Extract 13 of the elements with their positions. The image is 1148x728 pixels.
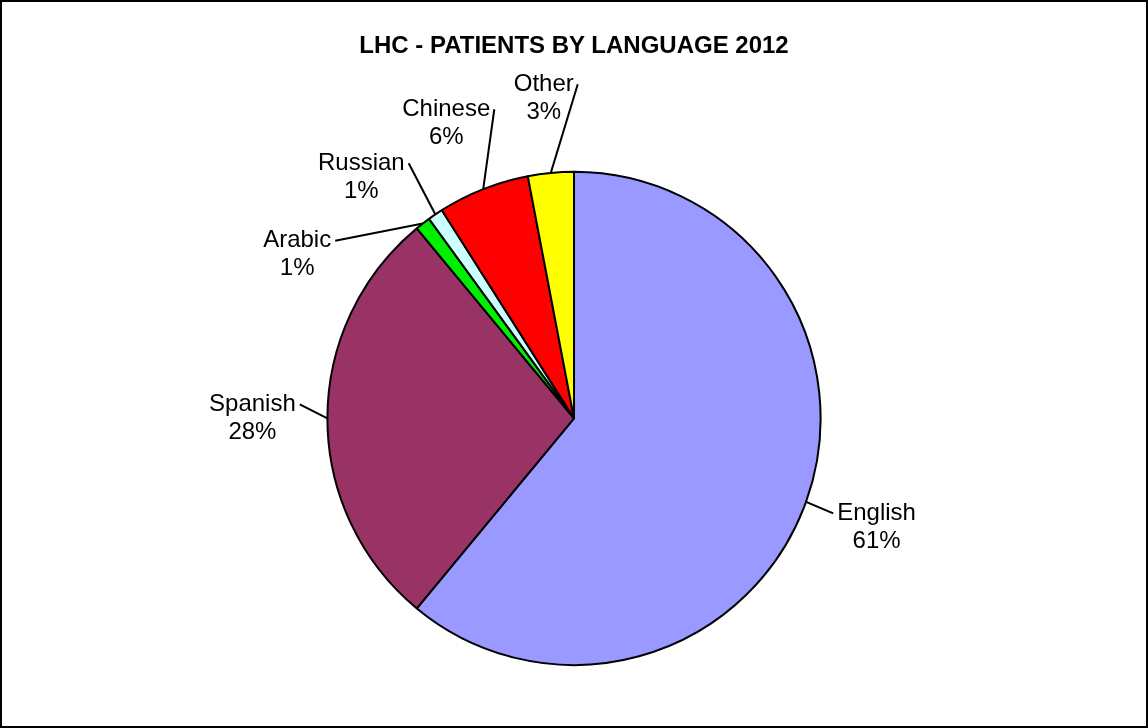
slice-label: Spanish	[209, 389, 296, 417]
data-label: 1%	[279, 253, 315, 281]
data-label: 61%	[852, 525, 901, 553]
data-label: 6%	[428, 121, 464, 149]
chart-title: LHC - PATIENTS BY LANGUAGE 2012	[359, 31, 789, 59]
data-label: 3%	[526, 96, 562, 124]
slice-label: English	[837, 497, 916, 525]
slice-label: Chinese	[402, 93, 491, 121]
data-label: 28%	[228, 417, 277, 445]
slice-label: Russian	[317, 147, 405, 175]
slice-label: Other	[513, 68, 574, 96]
slice-label: Arabic	[263, 225, 332, 253]
data-label: 1%	[343, 175, 379, 203]
